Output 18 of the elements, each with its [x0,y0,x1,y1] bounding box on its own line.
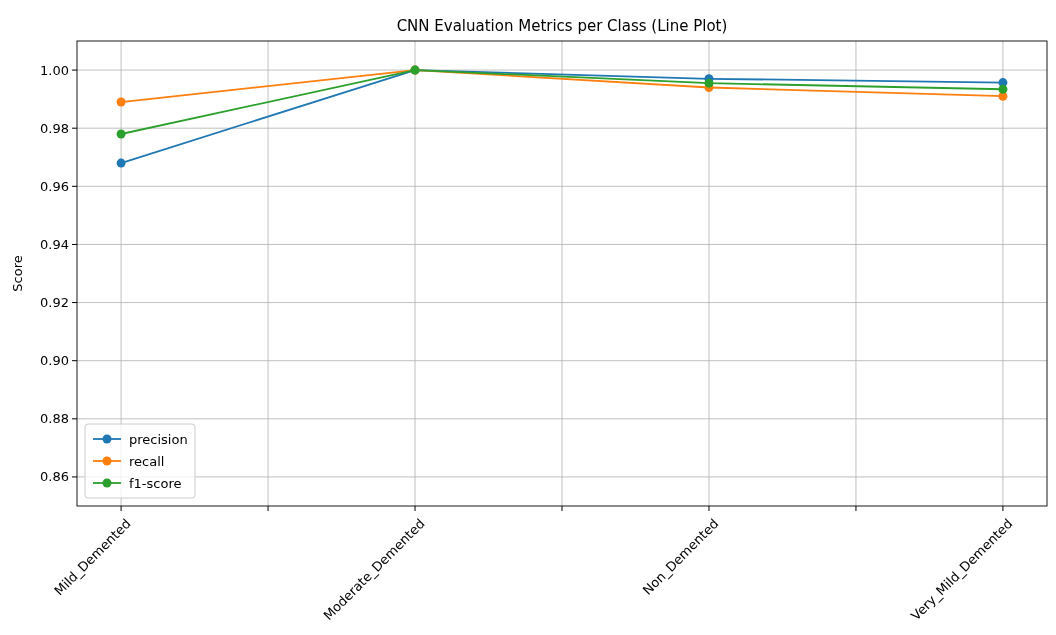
point [116,97,126,107]
y-axis-title: Score [10,255,25,292]
chart-title: CNN Evaluation Metrics per Class (Line Plot) [396,17,728,35]
y-tick-label: 0.86 [40,469,69,485]
y-tick-label: 0.94 [40,236,69,252]
y-tick-label: 0.88 [40,411,69,427]
y-tick-label: 0.90 [40,353,69,369]
y-tick-label: 0.96 [40,178,69,194]
y-tick-label: 1.00 [40,62,69,78]
legend-label: precision [129,431,188,447]
legend-label: f1-score [129,475,182,491]
y-tick-label: 0.92 [40,295,69,311]
point [998,84,1008,94]
legend-label: recall [129,453,165,469]
point [116,129,126,139]
point [116,158,126,168]
y-tick-label: 0.98 [40,120,69,136]
point [704,78,714,88]
